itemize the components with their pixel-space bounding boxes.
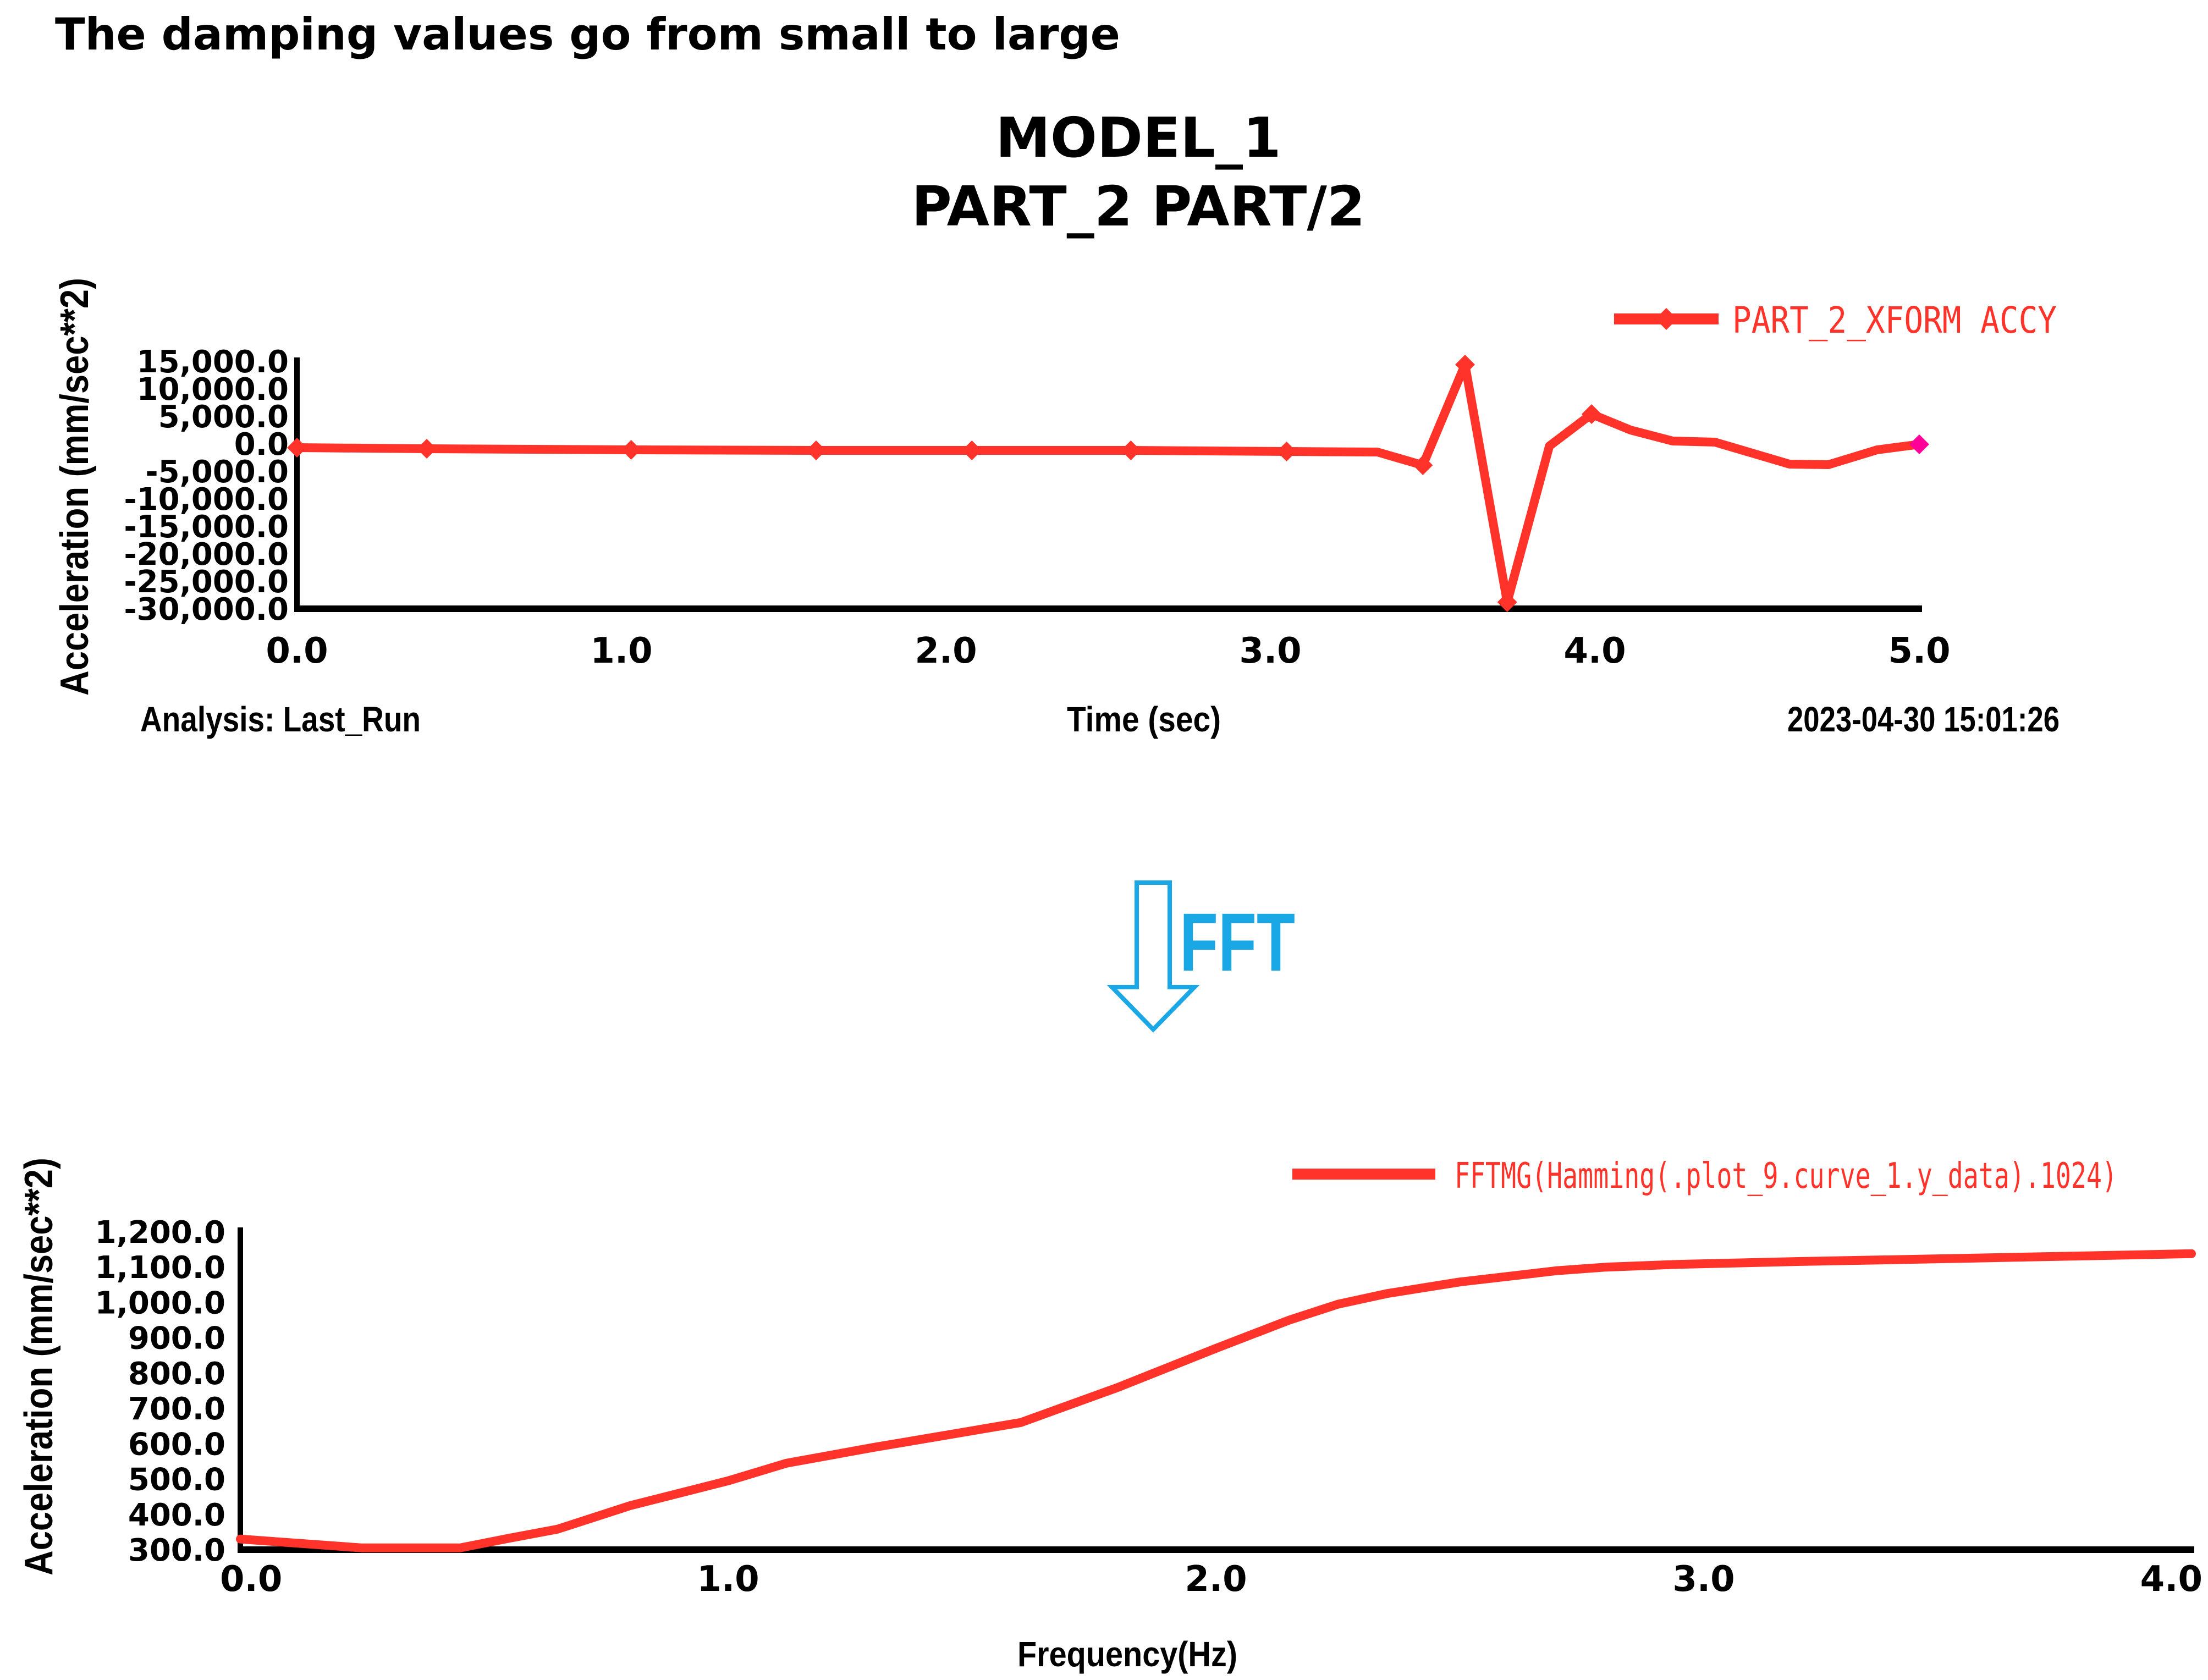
y-tick-label: 600.0: [128, 1426, 225, 1462]
x-tick-label: 4.0: [2140, 1559, 2203, 1600]
y-tick-label: 15,000.0: [137, 344, 289, 380]
legend-label: FFTMG(Hamming(.plot_9.curve_1.y_data).10…: [1455, 1156, 2117, 1197]
data-point-marker: [287, 438, 307, 458]
data-point-marker: [1582, 404, 1602, 424]
frequency-chart: FFTMG(Hamming(.plot_9.curve_1.y_data).10…: [17, 1156, 2203, 1674]
y-tick-label: 800.0: [128, 1356, 225, 1392]
y-tick-label: -15,000.0: [124, 509, 289, 545]
y-tick-labels: 1,200.01,100.01,000.0900.0800.0700.0600.…: [95, 1215, 225, 1568]
y-tick-label: 1,000.0: [95, 1285, 225, 1321]
y-tick-label: 500.0: [128, 1462, 225, 1498]
y-tick-label: 1,200.0: [95, 1215, 225, 1251]
y-tick-label: -10,000.0: [124, 482, 289, 517]
x-axis-label: Frequency(Hz): [1017, 1634, 1237, 1674]
x-axis-label: Time (sec): [1067, 699, 1221, 739]
x-tick-labels: 0.0 1.0 2.0 3.0 4.0 5.0: [266, 631, 1950, 671]
data-point-marker: [1413, 455, 1433, 475]
analysis-label: Analysis: Last_Run: [140, 699, 421, 739]
down-arrow-icon: [1106, 880, 1200, 1033]
y-axis-label: Acceleration (mm/sec**2): [17, 1158, 61, 1576]
series-line-part-2-xform-accy: [293, 360, 1924, 607]
x-tick-label: 3.0: [1672, 1559, 1735, 1600]
y-tick-label: 1,100.0: [95, 1250, 225, 1286]
series-line-fftmg: [236, 1249, 2196, 1552]
x-tick-label: 5.0: [1888, 631, 1950, 671]
data-point-marker: [1455, 355, 1475, 374]
x-tick-label: 2.0: [1185, 1559, 1247, 1600]
legend-swatch-marker: [1655, 308, 1677, 330]
series-markers: [287, 355, 1929, 612]
x-tick-label: 4.0: [1563, 631, 1626, 671]
timestamp: 2023-04-30 15:01:26: [1787, 699, 2060, 739]
y-tick-label: 0.0: [234, 427, 289, 462]
y-tick-labels: 15,000.010,000.05,000.00.0-5,000.0-10,00…: [124, 344, 289, 627]
x-tick-labels: 0.0 1.0 2.0 3.0 4.0: [220, 1559, 2203, 1600]
data-point-marker: [621, 440, 641, 460]
x-tick-label: 0.0: [266, 631, 328, 671]
y-tick-label: -30,000.0: [124, 592, 289, 627]
y-tick-label: 300.0: [128, 1533, 225, 1568]
data-point-marker: [962, 440, 982, 460]
chart-subtitle: PART_2 PART/2: [912, 174, 1365, 239]
x-tick-label: 1.0: [590, 631, 652, 671]
time-chart: MODEL_1 PART_2 PART/2 PART_2_XFORM ACCY …: [53, 106, 2060, 739]
x-tick-label: 0.0: [220, 1559, 282, 1600]
data-point-marker: [1909, 434, 1929, 454]
x-tick-label: 2.0: [915, 631, 977, 671]
legend-label: PART_2_XFORM ACCY: [1732, 299, 2057, 341]
y-tick-label: -5,000.0: [145, 454, 289, 490]
data-point-marker: [1276, 442, 1297, 461]
data-point-marker: [1121, 440, 1141, 460]
y-tick-label: -20,000.0: [124, 537, 289, 572]
figure-caption: The damping values go from small to larg…: [55, 9, 1120, 60]
y-tick-label: 700.0: [128, 1391, 225, 1427]
y-tick-label: 5,000.0: [158, 399, 289, 435]
chart-title: MODEL_1: [995, 106, 1281, 170]
data-point-marker: [806, 440, 826, 460]
x-tick-label: 3.0: [1239, 631, 1301, 671]
data-point-marker: [1497, 592, 1517, 612]
x-tick-label: 1.0: [697, 1559, 759, 1600]
data-point-marker: [417, 439, 437, 459]
y-axis-label: Acceleration (mm/sec**2): [53, 278, 97, 696]
y-tick-label: 400.0: [128, 1497, 225, 1533]
y-tick-label: 10,000.0: [137, 372, 289, 407]
fft-label: FFT: [1180, 896, 1295, 988]
y-tick-label: -25,000.0: [124, 564, 289, 600]
fft-transition: FFT: [1106, 880, 1295, 1033]
y-tick-label: 900.0: [128, 1321, 225, 1357]
